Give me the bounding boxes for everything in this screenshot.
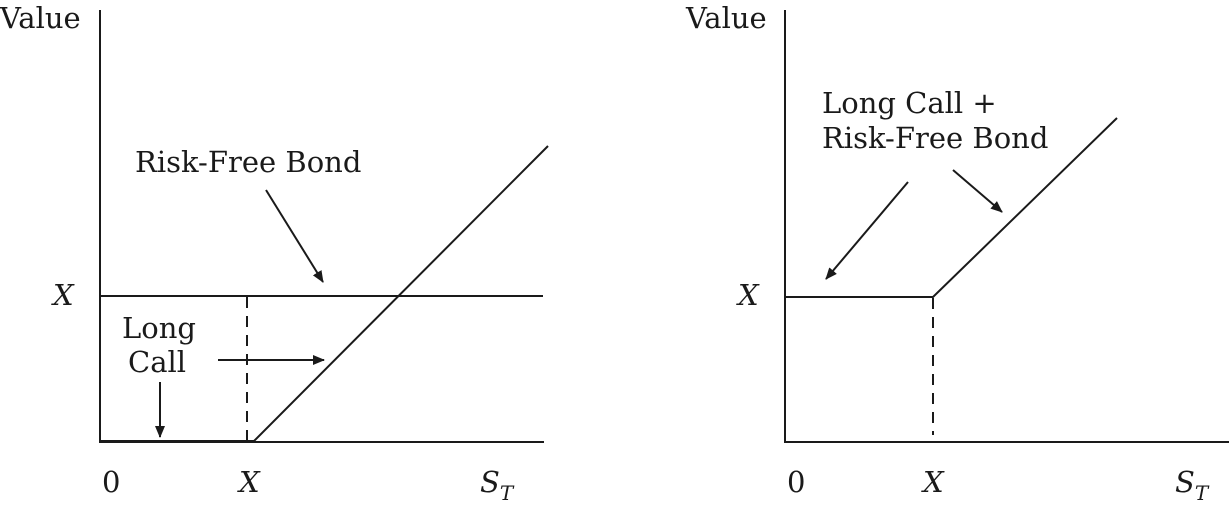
left-origin-label: 0 [102, 465, 120, 499]
right-panel: Value X 0 X ST Long Call + Risk-Free Bon… [685, 1, 1229, 505]
left-panel: Value X 0 X ST Risk-Free Bond Long Call [0, 1, 549, 505]
call-label-line2: Call [128, 345, 186, 379]
right-strike-x-label: X [921, 465, 945, 499]
right-y-axis-label: Value [685, 1, 767, 35]
bond-arrow-icon [265, 189, 324, 283]
right-origin-label: 0 [787, 465, 805, 499]
combo-right-arrow-icon [952, 169, 1003, 213]
left-strike-x-label: X [237, 465, 261, 499]
combo-left-arrow-icon [825, 181, 909, 280]
left-y-axis-label: Value [0, 1, 81, 35]
call-payoff-slope [253, 145, 549, 442]
left-x-axis-label: ST [480, 465, 515, 505]
combo-label-line1: Long Call + [822, 86, 997, 120]
call-label-line1: Long [122, 311, 196, 345]
left-strike-y-label: X [51, 278, 75, 312]
bond-label: Risk-Free Bond [135, 145, 361, 179]
right-strike-y-label: X [736, 278, 760, 312]
combined-payoff-line [785, 117, 1118, 298]
right-x-axis-label: ST [1175, 465, 1210, 505]
combo-label-line2: Risk-Free Bond [822, 121, 1048, 155]
